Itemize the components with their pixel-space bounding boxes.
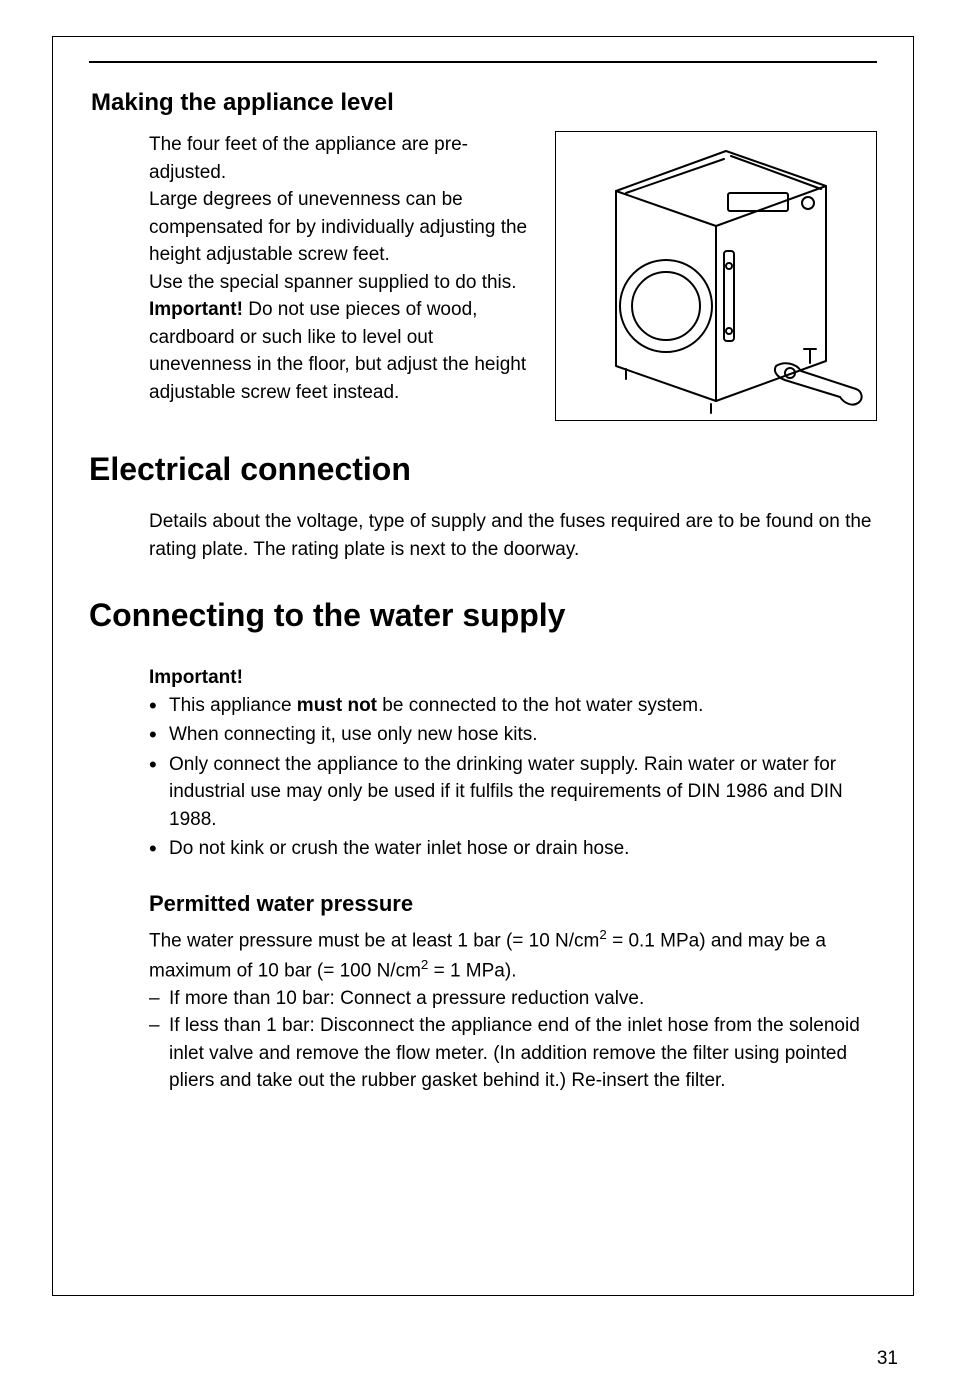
heading-pressure: Permitted water pressure: [149, 891, 877, 917]
b1b: must not: [297, 695, 377, 716]
leveling-p3: Use the special spanner supplied to do t…: [149, 269, 537, 297]
heading-leveling: Making the appliance level: [91, 89, 877, 117]
pp1c: = 1 MPa).: [428, 960, 516, 981]
pressure-p1: The water pressure must be at least 1 ba…: [149, 925, 877, 985]
important-label-2: Important!: [149, 664, 877, 692]
leveling-text: The four feet of the appliance are pre-a…: [149, 131, 537, 421]
sup-2a: 2: [599, 927, 606, 942]
bullet-hose-kits: When connecting it, use only new hose ki…: [149, 721, 877, 749]
page-number: 31: [877, 1348, 898, 1370]
dash-more-10bar: If more than 10 bar: Connect a pressure …: [149, 985, 877, 1013]
leveling-figure: [555, 131, 877, 421]
leveling-p4-wrap: Important! Do not use pieces of wood, ca…: [149, 296, 537, 406]
pp1a: The water pressure must be at least 1 ba…: [149, 930, 599, 951]
leveling-p2: Large degrees of unevenness can be compe…: [149, 186, 537, 269]
b1c: be connected to the hot water system.: [377, 695, 703, 716]
electrical-p1: Details about the voltage, type of suppl…: [149, 508, 877, 563]
important-label-1: Important!: [149, 299, 243, 320]
manual-page: Making the appliance level The four feet…: [52, 36, 914, 1296]
dash-less-1bar: If less than 1 bar: Disconnect the appli…: [149, 1012, 877, 1095]
b1a: This appliance: [169, 695, 297, 716]
washing-machine-icon: [556, 131, 876, 421]
pressure-dash-list: If more than 10 bar: Connect a pressure …: [149, 985, 877, 1095]
bullet-no-kink: Do not kink or crush the water inlet hos…: [149, 835, 877, 863]
heading-water: Connecting to the water supply: [89, 597, 877, 634]
water-bullets: This appliance must not be connected to …: [149, 692, 877, 863]
top-rule: [89, 61, 877, 63]
heading-electrical: Electrical connection: [89, 451, 877, 488]
leveling-p1: The four feet of the appliance are pre-a…: [149, 131, 537, 186]
bullet-hot-water: This appliance must not be connected to …: [149, 692, 877, 720]
leveling-row: The four feet of the appliance are pre-a…: [89, 131, 877, 421]
bullet-drinking-water: Only connect the appliance to the drinki…: [149, 751, 877, 834]
